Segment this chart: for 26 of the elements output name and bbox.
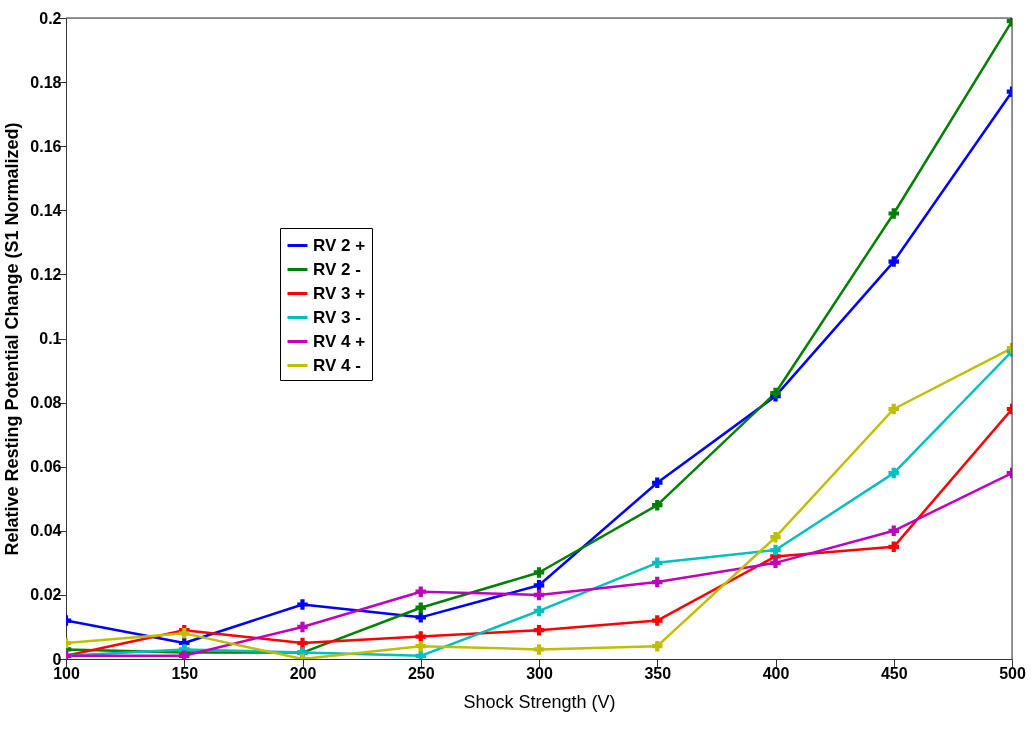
y-tick-label: 0.18 [30,73,62,91]
y-tick-label: 0.2 [39,9,62,27]
y-tick-label: 0.16 [30,137,62,155]
legend-label: RV 3 + [313,283,366,303]
x-tick-label: 450 [880,664,908,682]
y-tick-label: 0.06 [30,458,62,476]
x-tick-label: 400 [762,664,790,682]
legend-label: RV 3 - [313,307,361,327]
y-tick-label: 0.1 [39,330,62,347]
y-tick-label: 0.04 [30,522,62,540]
y-tick-label: 0.08 [30,394,62,412]
y-tick-label: 0.14 [30,201,62,219]
y-tick-label: 0.02 [30,586,62,604]
legend-label: RV 4 - [313,355,361,375]
y-axis-title: Relative Resting Potential Change (S1 Normalized) [2,122,23,556]
x-axis-title: Shock Strength (V) [463,691,616,712]
x-tick-label: 350 [644,664,672,682]
x-tick-label: 150 [171,664,199,682]
x-tick-label: 250 [407,664,435,682]
legend-label: RV 4 + [313,331,366,351]
legend-label: RV 2 - [313,259,361,279]
x-tick-label: 200 [289,664,317,682]
y-tick-label: 0.12 [30,265,62,283]
x-tick-label: 500 [999,664,1026,682]
x-tick-label: 300 [526,664,553,682]
legend-label: RV 2 + [313,235,366,255]
